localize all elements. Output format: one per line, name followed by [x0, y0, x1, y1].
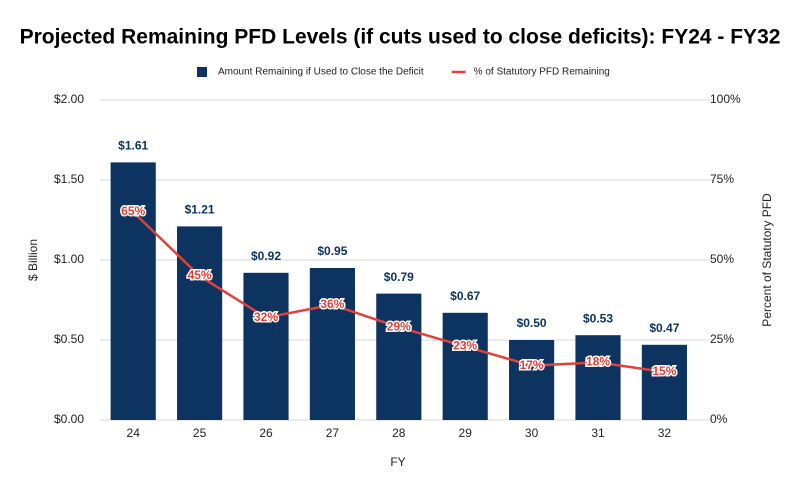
- y2-tick-label: 75%: [710, 172, 734, 186]
- data-label: 29%: [387, 319, 411, 333]
- legend-label: % of Statutory PFD Remaining: [474, 67, 610, 78]
- data-label: $0.67: [450, 289, 480, 303]
- chart-title: Projected Remaining PFD Levels (if cuts …: [20, 26, 781, 49]
- bar: [243, 272, 289, 420]
- x-tick-label: 31: [591, 426, 605, 440]
- legend-label: Amount Remaining if Used to Close the De…: [218, 67, 424, 78]
- data-label: $1.21: [185, 203, 215, 217]
- data-label: $0.47: [649, 321, 679, 335]
- bar: [575, 335, 621, 420]
- y2-axis-title: Percent of Statutory PFD: [760, 193, 774, 327]
- bar: [376, 293, 422, 420]
- x-tick-label: 29: [459, 426, 473, 440]
- x-tick-label: 32: [658, 426, 672, 440]
- y2-tick-label: 25%: [710, 332, 734, 346]
- bar: [309, 268, 355, 420]
- line: [132, 211, 665, 374]
- data-label: 36%: [320, 297, 344, 311]
- data-label: 65%: [121, 204, 145, 218]
- bar: [509, 340, 555, 420]
- y-axis-title: $ Billion: [26, 239, 40, 281]
- bar: [641, 344, 687, 420]
- data-label: 18%: [586, 355, 610, 369]
- x-tick-label: 26: [259, 426, 273, 440]
- y2-tick-label: 0%: [710, 412, 728, 426]
- data-label: 15%: [652, 364, 676, 378]
- bar: [177, 226, 223, 420]
- x-tick-label: 25: [193, 426, 207, 440]
- y2-tick-label: 100%: [710, 92, 741, 106]
- y-tick-label: $1.50: [54, 172, 84, 186]
- bar: [442, 312, 488, 420]
- data-label: $0.53: [583, 311, 613, 325]
- x-tick-label: 24: [127, 426, 141, 440]
- y2-tick-label: 50%: [710, 252, 734, 266]
- legend-swatch: [197, 67, 207, 77]
- data-label: 32%: [254, 310, 278, 324]
- data-label: $0.95: [317, 244, 347, 258]
- y-tick-label: $0.00: [54, 412, 84, 426]
- x-axis-title: FY: [390, 455, 405, 469]
- data-label: $0.50: [517, 316, 547, 330]
- data-label: $0.79: [384, 270, 414, 284]
- bar: [110, 162, 156, 420]
- y-tick-label: $2.00: [54, 92, 84, 106]
- data-label: $1.61: [118, 139, 148, 153]
- x-tick-label: 27: [326, 426, 340, 440]
- data-label: 23%: [453, 339, 477, 353]
- x-tick-label: 30: [525, 426, 539, 440]
- y-tick-label: $0.50: [54, 332, 84, 346]
- y-tick-label: $1.00: [54, 252, 84, 266]
- data-label: 17%: [520, 358, 544, 372]
- x-tick-label: 28: [392, 426, 406, 440]
- data-label: 45%: [188, 268, 212, 282]
- data-label: $0.92: [251, 249, 281, 263]
